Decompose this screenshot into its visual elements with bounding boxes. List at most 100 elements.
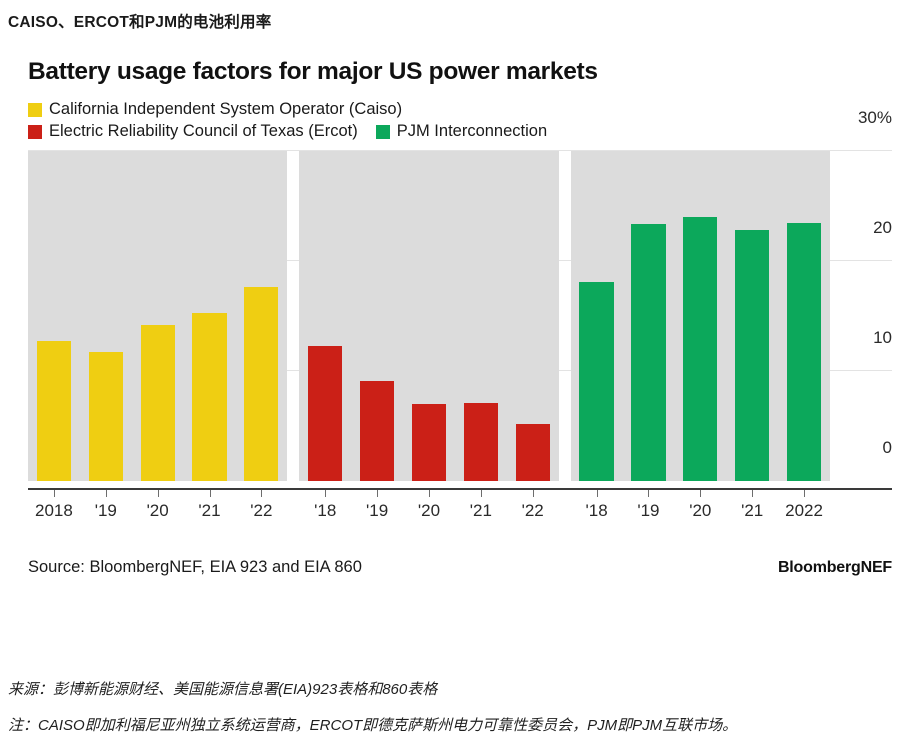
bar-slot (571, 151, 623, 481)
x-tick-label: '21 (198, 501, 221, 520)
tick-mark (209, 490, 211, 497)
bar-slot (455, 151, 507, 481)
bar-slot (726, 151, 778, 481)
tick-mark (325, 490, 327, 497)
x-band-caiso: 2018 '19 '20 '21 '22 (28, 490, 287, 526)
x-band-pjm: '18 '19 '20 '21 2022 (571, 490, 830, 526)
x-tick-label: 2018 (35, 501, 73, 520)
x-tick-label: '19 (637, 501, 660, 520)
band-caiso (28, 151, 288, 481)
bar-ercot-21[interactable] (463, 402, 498, 481)
x-tick-pjm-18: '18 (571, 490, 623, 526)
band-gap (287, 151, 299, 481)
legend-label-pjm: PJM Interconnection (396, 122, 548, 140)
tick-mark (53, 490, 55, 497)
x-band-gap (287, 490, 299, 526)
bar-caiso-21[interactable] (192, 312, 227, 481)
x-band-gap (559, 490, 571, 526)
chart-card: Battery usage factors for major US power… (0, 58, 910, 734)
bar-ercot-18[interactable] (308, 345, 343, 481)
bar-slot (184, 151, 236, 481)
x-tick-pjm-20: '20 (674, 490, 726, 526)
bar-pjm-2022[interactable] (786, 222, 822, 481)
tick-mark (157, 490, 159, 497)
bar-caiso-20[interactable] (140, 324, 175, 481)
x-tick-label: '18 (314, 501, 337, 520)
tick-mark (377, 490, 379, 497)
x-tick-pjm-21: '21 (726, 490, 778, 526)
x-tick-ercot-22: '22 (507, 490, 559, 526)
x-tick-caiso-22: '22 (235, 490, 287, 526)
bar-slot (235, 151, 287, 481)
bar-slot (299, 151, 351, 481)
legend-item-pjm: PJM Interconnection (375, 122, 548, 141)
bar-ercot-22[interactable] (515, 423, 550, 481)
x-tick-pjm-19: '19 (623, 490, 675, 526)
x-tick-label: '20 (146, 501, 169, 520)
bar-pjm-20[interactable] (683, 217, 718, 481)
y-tick-label-30: 30% (857, 108, 892, 127)
tick-mark (532, 490, 534, 497)
source-row: Source: BloombergNEF, EIA 923 and EIA 86… (28, 558, 892, 577)
bar-slot (351, 151, 403, 481)
plot-area (28, 150, 892, 490)
legend-swatch-pjm (375, 124, 390, 139)
tick-mark (648, 490, 650, 497)
bar-slot (778, 151, 830, 481)
bar-slot (674, 151, 726, 481)
bar-slot (132, 151, 184, 481)
x-tick-caiso-2018: 2018 (28, 490, 80, 526)
bar-slot (623, 151, 675, 481)
bar-slot (507, 151, 559, 481)
x-tick-label: 2022 (785, 501, 823, 520)
x-tick-pjm-2022: 2022 (778, 490, 830, 526)
band-gap (559, 151, 571, 481)
legend-label-ercot: Electric Reliability Council of Texas (E… (49, 122, 358, 140)
bar-bands (28, 151, 830, 481)
bar-slot (403, 151, 455, 481)
x-axis-tick-labels: 2018 '19 '20 '21 '22 '18 '19 '20 '21 '22 '18 '19 '20… (28, 490, 830, 526)
legend-label-caiso: California Independent System Operator (… (49, 100, 403, 118)
legend-row-1: California Independent System Operator (… (28, 100, 892, 119)
legend-item-caiso: California Independent System Operator (… (28, 100, 402, 119)
bar-caiso-19[interactable] (88, 352, 123, 481)
bar-caiso-2018[interactable] (36, 341, 72, 481)
gridline-30 (28, 150, 892, 151)
x-tick-label: '20 (417, 501, 441, 520)
bar-ercot-20[interactable] (411, 404, 447, 481)
x-tick-caiso-19: '19 (80, 490, 132, 526)
bar-ercot-19[interactable] (360, 380, 395, 481)
x-tick-label: '22 (521, 501, 544, 520)
tick-mark (700, 490, 702, 497)
tick-mark (105, 490, 107, 497)
bar-pjm-21[interactable] (735, 230, 770, 481)
legend-swatch-ercot (28, 124, 42, 139)
chart-title: Battery usage factors for major US power… (28, 58, 598, 85)
footnote-1: 来源：彭博新能源财经、美国能源信息署(EIA)923表格和860表格 (8, 681, 438, 698)
x-tick-ercot-20: '20 (403, 490, 455, 526)
band-ercot (299, 151, 559, 481)
x-tick-label: '18 (585, 501, 608, 520)
x-axis-line (28, 488, 892, 490)
footnotes: 来源：彭博新能源财经、美国能源信息署(EIA)923表格和860表格 注：CAIS… (8, 678, 896, 739)
x-tick-label: '19 (366, 501, 389, 520)
x-tick-caiso-20: '20 (132, 490, 184, 526)
bar-slot (28, 151, 80, 481)
y-tick-label-20: 20 (873, 218, 892, 238)
x-tick-ercot-19: '19 (351, 490, 403, 526)
x-tick-label: '22 (250, 501, 273, 520)
x-tick-label: '21 (469, 501, 492, 520)
legend-swatch-caiso (28, 102, 42, 117)
x-tick-label: '21 (741, 501, 764, 520)
bar-pjm-19[interactable] (631, 223, 666, 481)
band-pjm (570, 151, 830, 481)
x-tick-label: '20 (689, 501, 712, 520)
bar-pjm-18[interactable] (579, 281, 614, 481)
bar-caiso-22[interactable] (244, 287, 279, 481)
brand-logo: BloombergNEF (777, 559, 892, 576)
source-label: Source: BloombergNEF, EIA 923 and EIA 86… (28, 558, 362, 576)
tick-mark (752, 490, 754, 497)
legend-item-ercot: Electric Reliability Council of Texas (E… (28, 122, 358, 141)
x-tick-ercot-18: '18 (299, 490, 351, 526)
y-tick-label-10: 10 (873, 328, 892, 348)
